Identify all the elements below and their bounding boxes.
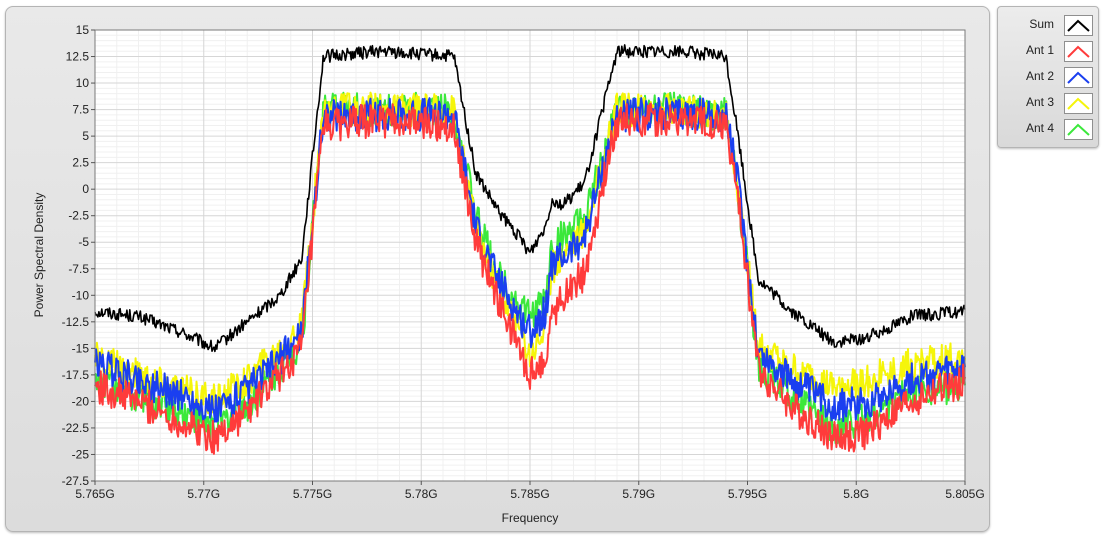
y-tick-label: 2.5 xyxy=(72,156,89,170)
y-tick-label: 7.5 xyxy=(72,103,89,117)
legend-label: Ant 4 xyxy=(1025,121,1054,135)
y-tick-label: -20 xyxy=(72,394,90,408)
legend-line-ant2 xyxy=(1067,71,1090,84)
x-tick-label: 5.765G xyxy=(75,487,114,501)
x-tick-label: 5.785G xyxy=(510,487,549,501)
x-tick-label: 5.8G xyxy=(843,487,869,501)
legend-item-sum[interactable]: Sum xyxy=(998,12,1098,38)
series-group xyxy=(94,44,966,455)
y-tick-label: -17.5 xyxy=(62,368,90,382)
legend-label: Sum xyxy=(1029,17,1054,31)
y-tick-label: -2.5 xyxy=(68,209,89,223)
x-tick-label: 5.805G xyxy=(945,487,984,501)
legend-item-ant2[interactable]: Ant 2 xyxy=(998,64,1098,90)
y-tick-label: -27.5 xyxy=(62,474,90,488)
line-style-icon[interactable] xyxy=(1064,67,1093,88)
y-tick-label: -25 xyxy=(72,447,90,461)
x-tick-label: 5.78G xyxy=(405,487,438,501)
line-style-icon[interactable] xyxy=(1064,15,1093,36)
x-tick-label: 5.79G xyxy=(622,487,655,501)
legend-item-ant1[interactable]: Ant 1 xyxy=(998,38,1098,64)
y-tick-label: -12.5 xyxy=(62,315,90,329)
x-axis: 5.765G 5.77G 5.775G 5.78G 5.785G 5.79G 5.795G 5… xyxy=(75,481,985,501)
line-style-icon[interactable] xyxy=(1064,93,1093,114)
legend-line-ant3 xyxy=(1067,97,1090,110)
series-line-ant2 xyxy=(94,97,966,423)
legend-line-ant1 xyxy=(1067,45,1090,58)
legend-label: Ant 3 xyxy=(1025,95,1054,109)
legend-label: Ant 2 xyxy=(1025,69,1054,83)
legend-label: Ant 1 xyxy=(1025,43,1054,57)
y-tick-label: 0 xyxy=(82,182,89,196)
x-tick-label: 5.775G xyxy=(293,487,332,501)
y-tick-label: -5 xyxy=(78,235,89,249)
x-tick-label: 5.77G xyxy=(187,487,220,501)
y-tick-label: -7.5 xyxy=(68,262,89,276)
y-tick-label: -22.5 xyxy=(62,421,90,435)
y-tick-label: 15 xyxy=(76,23,90,37)
legend-item-ant4[interactable]: Ant 4 xyxy=(998,116,1098,142)
y-tick-label: 10 xyxy=(76,76,90,90)
y-axis-label: Power Spectral Density xyxy=(32,193,46,318)
line-style-icon[interactable] xyxy=(1064,119,1093,140)
y-tick-label: -10 xyxy=(72,288,90,302)
line-style-icon[interactable] xyxy=(1064,41,1093,62)
legend: Sum Ant 1 Ant 2 Ant 3 Ant 4 xyxy=(997,6,1099,148)
legend-item-ant3[interactable]: Ant 3 xyxy=(998,90,1098,116)
legend-line-ant4 xyxy=(1067,123,1090,136)
y-axis: 15 12.5 10 7.5 5 2.5 0 -2.5 -5 -7.5 -10 -12.5 -15 -17… xyxy=(62,23,95,488)
x-tick-label: 5.795G xyxy=(728,487,767,501)
x-axis-label: Frequency xyxy=(502,511,559,525)
legend-line-sum xyxy=(1067,19,1090,32)
series-line-sum xyxy=(94,44,966,353)
y-tick-label: 5 xyxy=(82,129,89,143)
series-line-ant1 xyxy=(94,102,966,455)
y-tick-label: -15 xyxy=(72,341,90,355)
y-tick-label: 12.5 xyxy=(66,50,90,64)
